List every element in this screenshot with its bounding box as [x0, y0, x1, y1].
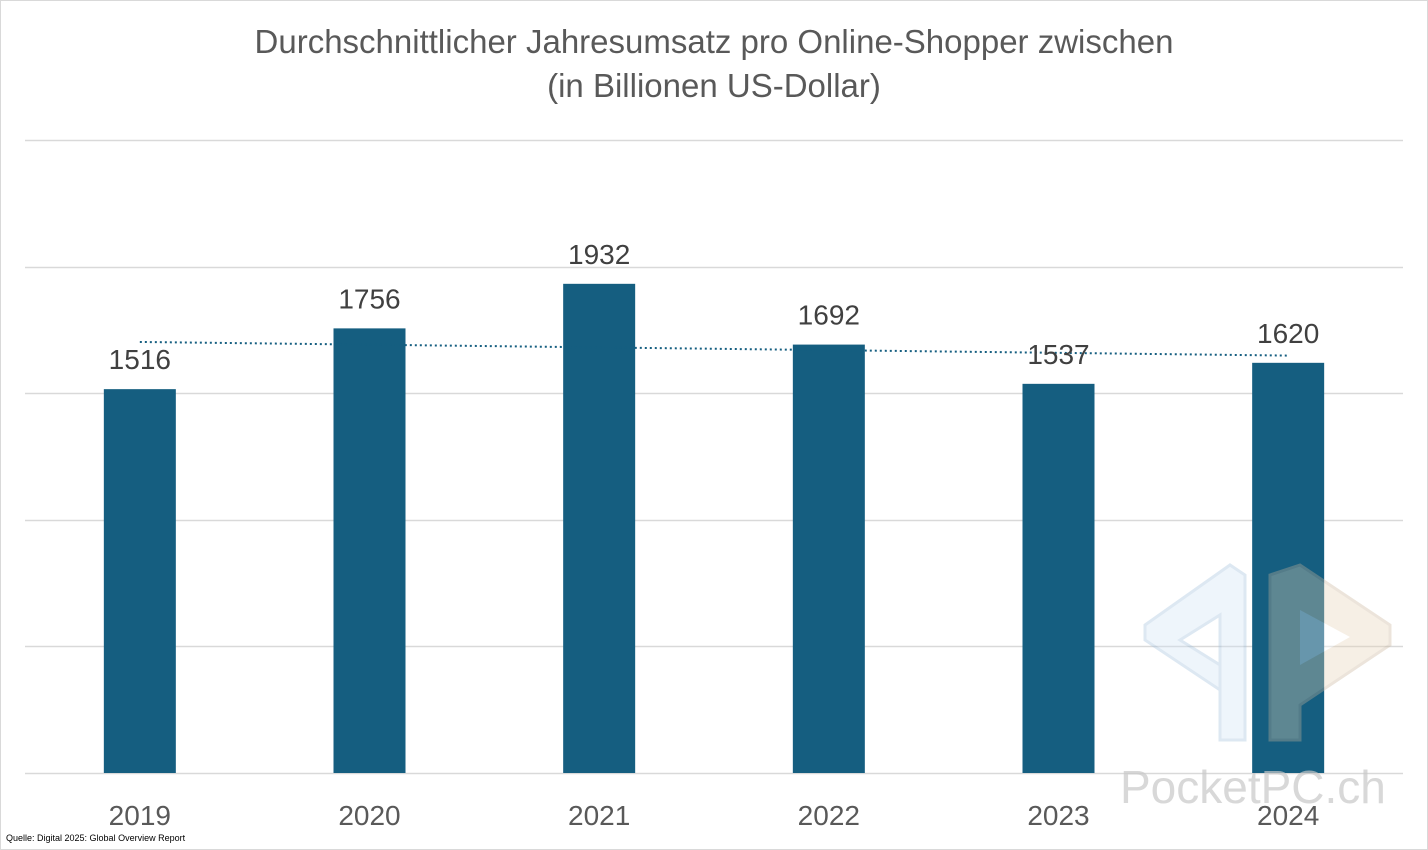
x-tick-2019: 2019 — [109, 800, 171, 831]
x-tick-2022: 2022 — [798, 800, 860, 831]
gridlines — [25, 139, 1403, 775]
chart-title-line-2: (in Billionen US-Dollar) — [547, 67, 881, 104]
linear-trendline — [139, 340, 1289, 357]
pocketpc-logo-icon — [1135, 555, 1400, 755]
x-tick-2020: 2020 — [338, 800, 400, 831]
x-tick-2024: 2024 — [1257, 800, 1319, 831]
bars — [103, 283, 1325, 773]
watermark-text: PocketPC.ch — [1120, 761, 1386, 813]
bar-2022 — [792, 344, 865, 773]
data-label-2024: 1620 — [1257, 318, 1319, 349]
trendline — [139, 340, 1289, 357]
bar-2023 — [1022, 383, 1095, 773]
bar-2024 — [1252, 362, 1325, 773]
x-tick-2023: 2023 — [1027, 800, 1089, 831]
source-note: Quelle: Digital 2025: Global Overview Re… — [6, 833, 186, 843]
data-label-2021: 1932 — [568, 239, 630, 270]
data-label-2020: 1756 — [338, 283, 400, 314]
chart-title-line-1: Durchschnittlicher Jahresumsatz pro Onli… — [254, 23, 1174, 60]
chart-title: Durchschnittlicher Jahresumsatz pro Onli… — [0, 20, 1428, 108]
bar-2019 — [103, 389, 176, 773]
x-axis-ticks: 2019 2020 2021 2022 2023 2024 — [109, 800, 1320, 831]
data-label-2022: 1692 — [798, 300, 860, 331]
x-tick-2021: 2021 — [568, 800, 630, 831]
data-labels: 1516 1756 1932 1692 1537 1620 — [109, 239, 1320, 375]
bar-2020 — [333, 328, 406, 773]
data-label-2023: 1537 — [1027, 339, 1089, 370]
bar-2021 — [563, 283, 636, 773]
data-label-2019: 1516 — [109, 344, 171, 375]
